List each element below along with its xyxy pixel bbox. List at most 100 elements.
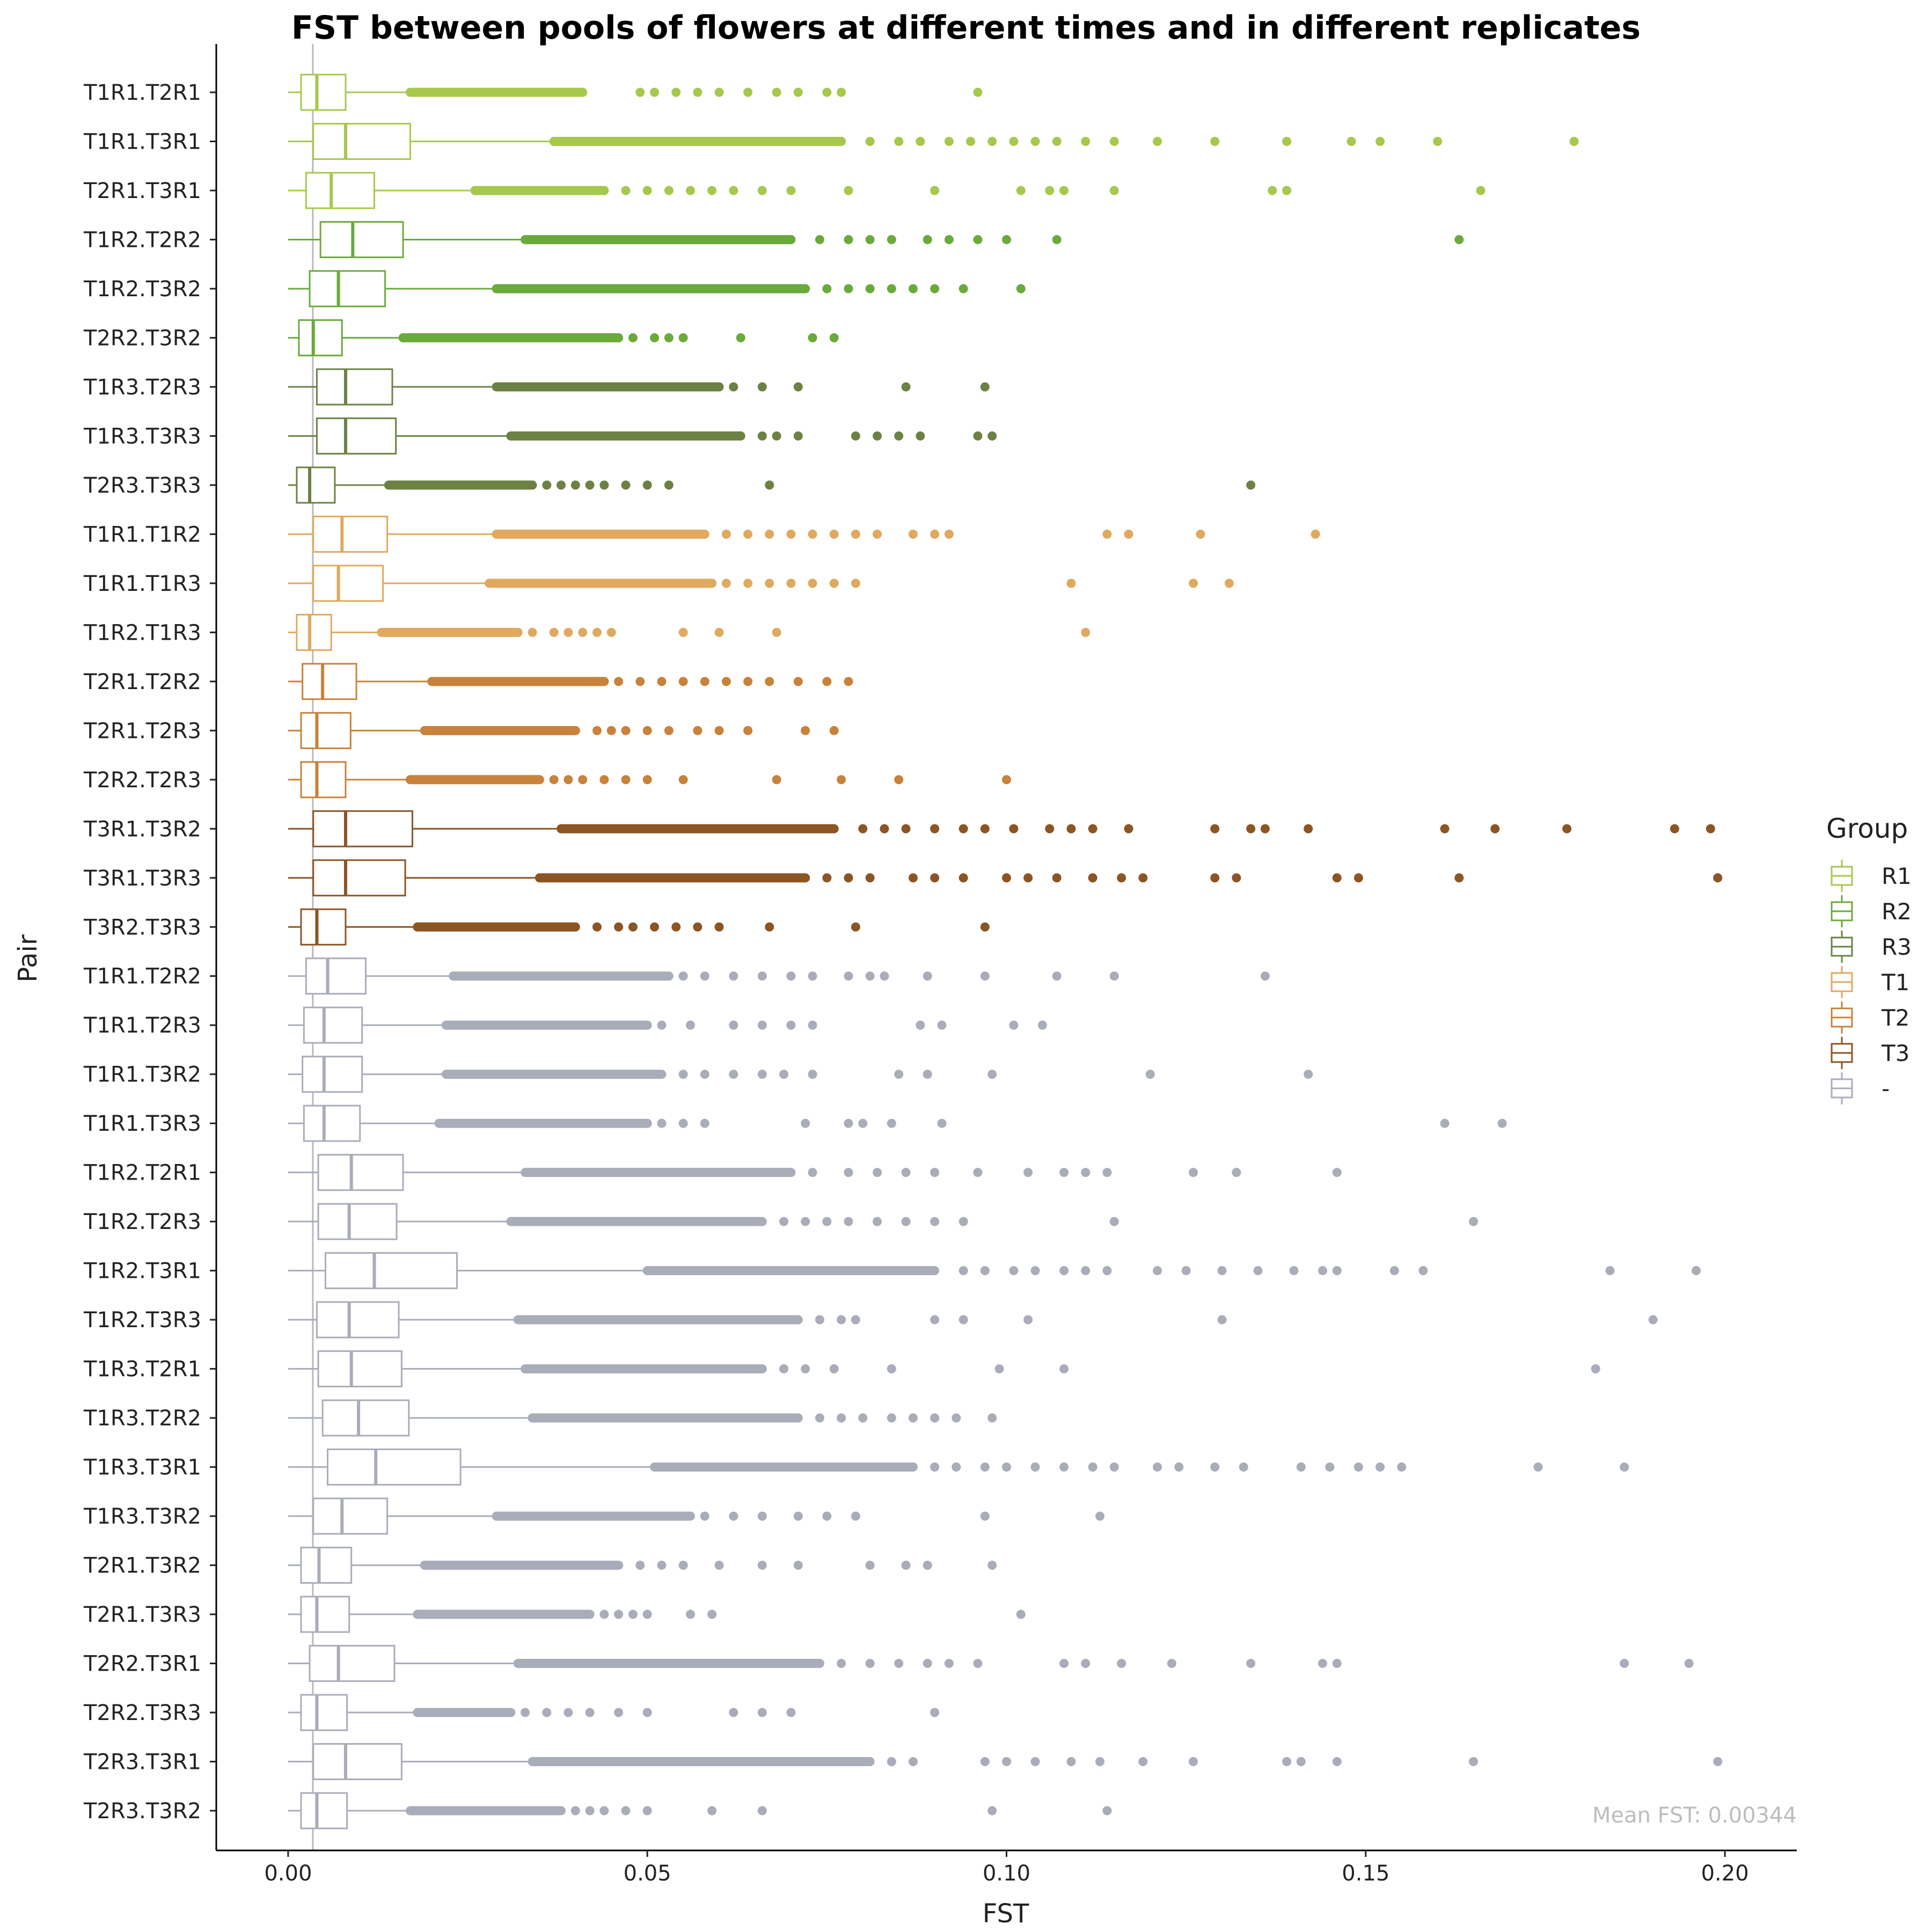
y-tick-label: T1R3.T2R3 <box>83 375 201 400</box>
box-T2R2.T2R3 <box>288 761 1011 799</box>
box-iqr <box>305 957 367 995</box>
box-iqr <box>300 712 352 749</box>
outlier-point <box>757 1020 767 1030</box>
outlier-point <box>765 579 774 588</box>
outlier-point <box>887 235 896 244</box>
outlier-point <box>1002 1462 1011 1472</box>
outlier-point <box>1620 1462 1629 1472</box>
box-T1R2.T2R2 <box>288 221 1464 258</box>
outlier-point <box>1476 186 1485 195</box>
outlier-point <box>1037 1020 1047 1030</box>
legend-label: T1 <box>1881 969 1909 996</box>
box-T2R1.T3R3 <box>288 1596 1026 1633</box>
outlier-point <box>686 1020 695 1030</box>
box-iqr <box>296 613 332 651</box>
outlier-point <box>844 284 853 294</box>
outlier-point <box>1088 824 1097 833</box>
outlier-point <box>808 971 817 981</box>
box-iqr <box>319 221 404 258</box>
outlier-point <box>1002 1757 1011 1767</box>
outlier-point <box>578 775 588 785</box>
legend-label: R2 <box>1882 898 1912 925</box>
outlier-point <box>1052 136 1062 146</box>
outlier-point <box>865 235 875 244</box>
box-T1R2.T3R1 <box>288 1252 1701 1290</box>
outlier-point <box>844 677 853 686</box>
outlier-point <box>671 922 681 932</box>
outlier-point <box>908 873 918 883</box>
outlier-point <box>714 1561 724 1570</box>
outlier-point <box>700 1511 709 1521</box>
outlier-point <box>729 1511 738 1521</box>
outlier-point <box>973 431 983 441</box>
outlier-point <box>678 775 688 785</box>
outlier-point <box>1562 824 1572 833</box>
outlier-point <box>1210 824 1220 833</box>
outlier-point <box>729 1020 738 1030</box>
outlier-point <box>757 186 767 195</box>
x-tick-label: 0.20 <box>1701 1861 1749 1886</box>
outlier-point <box>980 382 990 392</box>
box-iqr <box>303 1006 363 1044</box>
outlier-point <box>664 186 674 195</box>
outlier-point <box>808 333 817 342</box>
outlier-point <box>743 529 753 539</box>
outlier-point <box>987 136 997 146</box>
outlier-point <box>980 1511 990 1521</box>
box-T2R2.T3R1 <box>288 1645 1694 1682</box>
outlier-point <box>786 1708 796 1717</box>
box-iqr <box>298 319 343 356</box>
box-T1R1.T2R2 <box>288 957 1270 995</box>
outlier-point <box>1066 824 1076 833</box>
outlier-point <box>635 677 645 686</box>
box-T3R1.T3R3 <box>288 859 1723 897</box>
outlier-point <box>1490 824 1500 833</box>
outlier-point <box>1109 136 1119 146</box>
outlier-point <box>729 186 738 195</box>
outlier-point <box>958 1315 968 1324</box>
y-tick-label: T1R2.T3R2 <box>83 277 201 302</box>
outlier-point <box>916 431 925 441</box>
outlier-point <box>1167 1659 1176 1668</box>
outlier-point <box>1174 1462 1184 1472</box>
outlier-point <box>994 1364 1004 1374</box>
outlier-point <box>1066 579 1076 588</box>
outlier-point <box>757 1806 767 1816</box>
outlier-point <box>815 1315 824 1324</box>
y-tick-label: T2R2.T3R1 <box>83 1652 201 1677</box>
box-iqr <box>302 1056 363 1093</box>
outlier-point <box>628 333 638 342</box>
outlier-point <box>606 627 616 637</box>
outlier-point <box>801 1217 810 1226</box>
outlier-point <box>1102 1806 1112 1816</box>
outlier-point <box>1081 1659 1091 1668</box>
box-iqr <box>316 368 393 406</box>
box-iqr <box>309 1645 396 1682</box>
outlier-point <box>987 431 997 441</box>
x-tick-label: 0.15 <box>1342 1861 1389 1886</box>
outlier-point <box>901 1217 911 1226</box>
outlier-point <box>865 284 875 294</box>
outlier-point <box>844 235 853 244</box>
box-T3R2.T3R3 <box>288 908 990 946</box>
outlier-point <box>700 677 709 686</box>
outlier-point <box>916 1020 925 1030</box>
outlier-point <box>844 1217 853 1226</box>
outlier-point <box>858 1118 868 1128</box>
outlier-point <box>1232 873 1241 883</box>
outlier-point <box>772 431 781 441</box>
y-tick-label: T1R3.T3R1 <box>83 1455 201 1480</box>
outlier-point <box>980 824 990 833</box>
outlier-point <box>721 677 731 686</box>
outlier-point <box>894 775 904 785</box>
outlier-point <box>1713 1757 1723 1767</box>
y-tick-label: T1R2.T1R3 <box>83 620 201 645</box>
outlier-point <box>1239 1462 1248 1472</box>
outlier-point <box>1332 1659 1342 1668</box>
x-axis-title: FST <box>983 1899 1029 1929</box>
box-T1R1.T1R2 <box>288 515 1320 553</box>
outlier-point <box>721 579 731 588</box>
outlier-point <box>614 922 624 932</box>
outlier-point <box>793 1511 803 1521</box>
outlier-point <box>621 1806 631 1816</box>
